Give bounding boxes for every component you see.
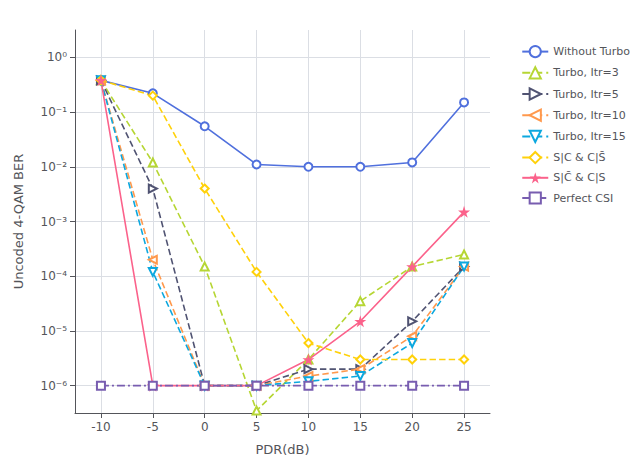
svg-text:10⁻⁴: 10⁻⁴	[41, 269, 68, 283]
svg-text:10⁻³: 10⁻³	[41, 215, 68, 229]
svg-text:15: 15	[353, 420, 368, 434]
svg-text:-5: -5	[147, 420, 159, 434]
svg-text:S|C̄ & C|S: S|C̄ & C|S	[553, 171, 605, 184]
svg-text:Turbo, Itr=3: Turbo, Itr=3	[552, 66, 619, 79]
svg-text:10⁻⁶: 10⁻⁶	[41, 379, 68, 393]
svg-text:10⁻¹: 10⁻¹	[41, 105, 68, 119]
svg-text:10⁻²: 10⁻²	[41, 160, 68, 174]
svg-text:10⁻⁵: 10⁻⁵	[41, 324, 68, 338]
svg-text:-10: -10	[91, 420, 111, 434]
svg-text:S|C & C|S̄: S|C & C|S̄	[553, 151, 605, 164]
svg-text:Turbo, Itr=5: Turbo, Itr=5	[552, 88, 619, 101]
svg-text:10⁰: 10⁰	[47, 50, 67, 64]
svg-text:5: 5	[253, 420, 261, 434]
svg-text:Turbo, Itr=10: Turbo, Itr=10	[552, 109, 626, 122]
svg-text:0: 0	[201, 420, 209, 434]
svg-text:Turbo, Itr=15: Turbo, Itr=15	[552, 130, 626, 143]
svg-text:Without Turbo: Without Turbo	[553, 45, 630, 58]
svg-text:25: 25	[456, 420, 471, 434]
svg-text:Uncoded 4-QAM BER: Uncoded 4-QAM BER	[11, 154, 26, 290]
svg-text:20: 20	[405, 420, 420, 434]
svg-text:10: 10	[301, 420, 316, 434]
svg-text:Perfect CSI: Perfect CSI	[553, 192, 613, 205]
svg-text:PDR(dB): PDR(dB)	[255, 442, 309, 457]
